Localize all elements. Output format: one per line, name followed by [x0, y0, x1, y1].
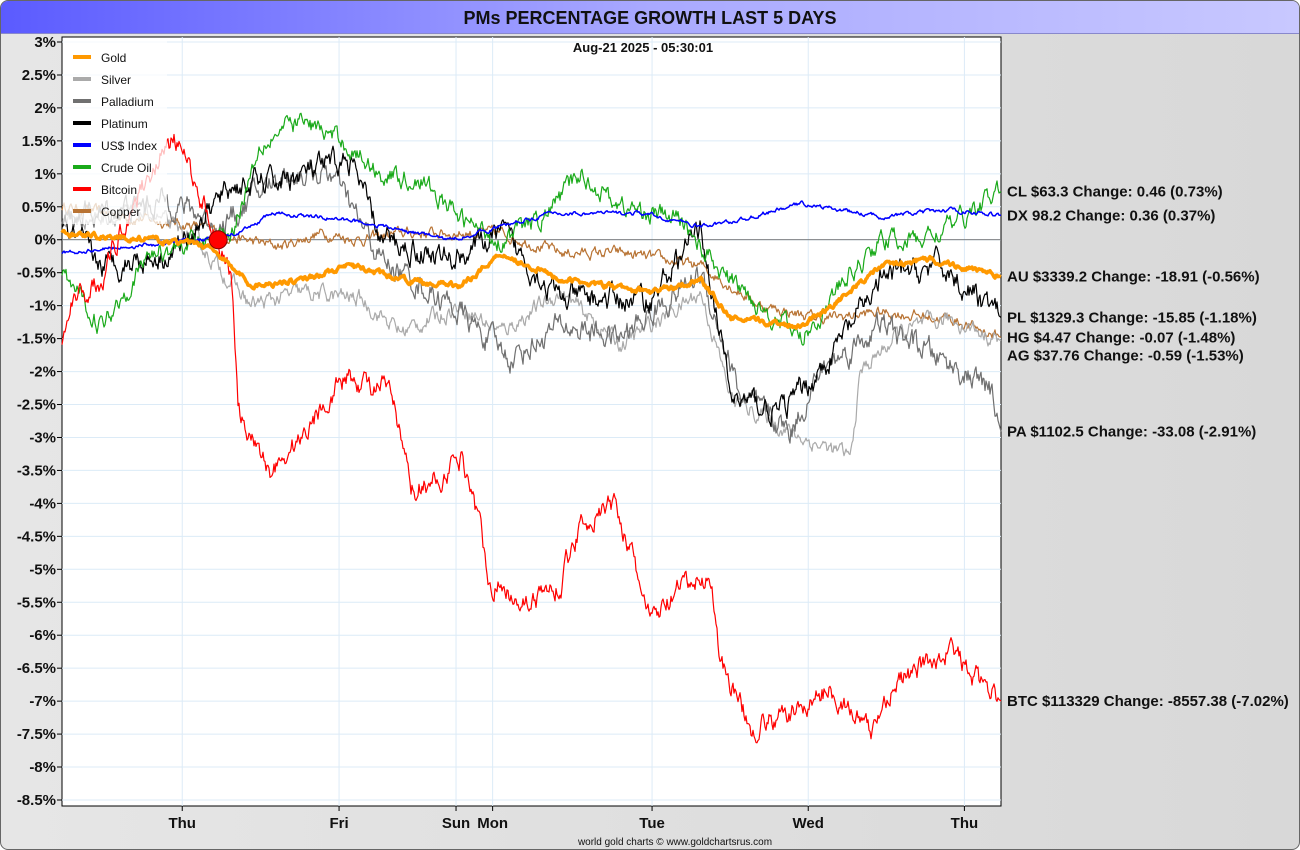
- y-tick-label: -6.5%: [17, 660, 56, 677]
- legend-swatch: [73, 143, 91, 147]
- legend-label: Silver: [101, 73, 131, 87]
- y-tick-label: 1.5%: [22, 133, 56, 150]
- price-labels: CL $63.3 Change: 0.46 (0.73%) DX 98.2 Cha…: [1007, 184, 1289, 711]
- plot-area: [61, 36, 1002, 807]
- legend-label: Crude Oil: [101, 161, 152, 175]
- y-tick-label: 0.5%: [22, 199, 56, 216]
- x-axis: Thu Fri Sun Mon Tue Wed Thu: [168, 806, 978, 832]
- price-label: PL $1329.3 Change: -15.85 (-1.18%): [1007, 310, 1257, 327]
- legend-label: Copper: [101, 205, 140, 219]
- price-label: BTC $113329 Change: -8557.38 (-7.02%): [1007, 693, 1289, 710]
- legend-swatch: [73, 209, 91, 213]
- price-label: CL $63.3 Change: 0.46 (0.73%): [1007, 184, 1223, 201]
- x-tick-label: Thu: [951, 815, 979, 832]
- series-line-platinum: [61, 145, 1002, 427]
- x-tick-label: Fri: [329, 815, 348, 832]
- timestamp: Aug-21 2025 - 05:30:01: [573, 40, 713, 55]
- y-tick-label: -1.5%: [17, 331, 56, 348]
- marker-dot: [208, 230, 228, 250]
- series-lines: [60, 112, 1002, 744]
- x-tick-label: Mon: [477, 815, 508, 832]
- series-line-gold: [60, 228, 1002, 330]
- y-tick-label: -4%: [29, 495, 56, 512]
- y-tick-label: 1%: [34, 166, 56, 183]
- legend-label: Bitcoin: [101, 183, 137, 197]
- legend-swatch: [73, 99, 91, 103]
- legend: Gold Silver Palladium Platinum US$ Index Crud…: [63, 38, 167, 224]
- y-tick-label: 0%: [34, 232, 56, 249]
- y-tick-label: -0.5%: [17, 265, 56, 282]
- chart-title: PMs PERCENTAGE GROWTH LAST 5 DAYS: [1, 1, 1299, 34]
- y-tick-label: -7.5%: [17, 726, 56, 743]
- legend-label: Palladium: [101, 95, 154, 109]
- y-tick-label: 2%: [34, 100, 56, 117]
- legend-box: [63, 38, 167, 224]
- price-label: DX 98.2 Change: 0.36 (0.37%): [1007, 207, 1215, 224]
- y-tick-label: -6%: [29, 627, 56, 644]
- y-tick-label: -7%: [29, 693, 56, 710]
- legend-swatch: [73, 165, 91, 169]
- x-tick-label: Tue: [639, 815, 665, 832]
- x-tick-label: Wed: [793, 815, 824, 832]
- legend-swatch: [73, 187, 91, 191]
- legend-label: Platinum: [101, 117, 148, 131]
- x-tick-label: Thu: [168, 815, 196, 832]
- series-line-silver: [61, 201, 1002, 457]
- price-label: AG $37.76 Change: -0.59 (-1.53%): [1007, 347, 1244, 364]
- y-tick-label: -3.5%: [17, 462, 56, 479]
- y-tick-label: -1%: [29, 298, 56, 315]
- legend-swatch: [73, 55, 91, 59]
- legend-swatch: [73, 77, 91, 81]
- price-label: PA $1102.5 Change: -33.08 (-2.91%): [1007, 424, 1256, 441]
- legend-swatch: [73, 121, 91, 125]
- y-tick-label: 2.5%: [22, 67, 56, 84]
- y-tick-label: -8.5%: [17, 792, 56, 809]
- y-axis: 3% 2.5% 2% 1.5% 1% 0.5% 0% -0.5% -1% -1.5% -2% -2.5…: [17, 34, 62, 809]
- y-tick-label: -5%: [29, 561, 56, 578]
- x-tick-label: Sun: [442, 815, 470, 832]
- legend-label: US$ Index: [101, 139, 157, 153]
- price-label: AU $3339.2 Change: -18.91 (-0.56%): [1007, 269, 1260, 286]
- y-tick-label: -2.5%: [17, 397, 56, 414]
- y-tick-label: -4.5%: [17, 528, 56, 545]
- y-tick-label: -5.5%: [17, 594, 56, 611]
- y-tick-label: 3%: [34, 34, 56, 51]
- legend-label: Gold: [101, 51, 126, 65]
- y-tick-label: -2%: [29, 364, 56, 381]
- y-tick-label: -8%: [29, 759, 56, 776]
- y-tick-label: -3%: [29, 429, 56, 446]
- price-label: HG $4.47 Change: -0.07 (-1.48%): [1007, 329, 1235, 346]
- footer-credit: world gold charts © www.goldchartsrus.co…: [577, 837, 772, 848]
